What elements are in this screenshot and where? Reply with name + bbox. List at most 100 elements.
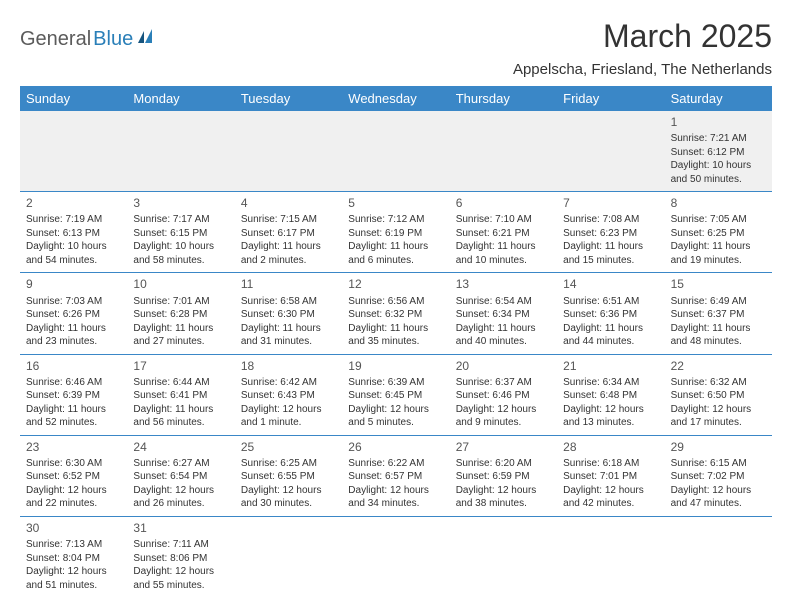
dayname: Thursday [450,86,557,111]
day-number: 23 [26,439,121,455]
day-cell: 23Sunrise: 6:30 AMSunset: 6:52 PMDayligh… [20,436,127,516]
dayname: Wednesday [342,86,449,111]
sunrise-line: Sunrise: 7:19 AM [26,213,121,227]
daylight-line: Daylight: 11 hours and 40 minutes. [456,322,551,349]
sunset-line: Sunset: 6:32 PM [348,308,443,322]
sunrise-line: Sunrise: 6:37 AM [456,376,551,390]
day-cell: 4Sunrise: 7:15 AMSunset: 6:17 PMDaylight… [235,192,342,272]
sunrise-line: Sunrise: 6:44 AM [133,376,228,390]
sunrise-line: Sunrise: 6:32 AM [671,376,766,390]
daylight-line: Daylight: 12 hours and 34 minutes. [348,484,443,511]
sunset-line: Sunset: 6:39 PM [26,389,121,403]
daylight-line: Daylight: 12 hours and 13 minutes. [563,403,658,430]
title-block: March 2025 Appelscha, Friesland, The Net… [513,18,772,78]
header: General Blue March 2025 Appelscha, Fries… [20,18,772,78]
daylight-line: Daylight: 12 hours and 9 minutes. [456,403,551,430]
daylight-line: Daylight: 11 hours and 19 minutes. [671,240,766,267]
day-number: 16 [26,358,121,374]
daylight-line: Daylight: 12 hours and 5 minutes. [348,403,443,430]
week-row: 1Sunrise: 7:21 AMSunset: 6:12 PMDaylight… [20,111,772,192]
daylight-line: Daylight: 11 hours and 52 minutes. [26,403,121,430]
sunrise-line: Sunrise: 6:20 AM [456,457,551,471]
day-number: 25 [241,439,336,455]
daylight-line: Daylight: 11 hours and 48 minutes. [671,322,766,349]
daylight-line: Daylight: 12 hours and 38 minutes. [456,484,551,511]
day-cell: 29Sunrise: 6:15 AMSunset: 7:02 PMDayligh… [665,436,772,516]
daylight-line: Daylight: 11 hours and 44 minutes. [563,322,658,349]
sunset-line: Sunset: 6:30 PM [241,308,336,322]
dayname-row: SundayMondayTuesdayWednesdayThursdayFrid… [20,86,772,111]
sunset-line: Sunset: 6:21 PM [456,227,551,241]
day-cell: 15Sunrise: 6:49 AMSunset: 6:37 PMDayligh… [665,273,772,353]
sunset-line: Sunset: 6:41 PM [133,389,228,403]
day-cell: 30Sunrise: 7:13 AMSunset: 8:04 PMDayligh… [20,517,127,597]
day-number: 28 [563,439,658,455]
sunrise-line: Sunrise: 7:10 AM [456,213,551,227]
sunset-line: Sunset: 6:34 PM [456,308,551,322]
daylight-line: Daylight: 11 hours and 56 minutes. [133,403,228,430]
dayname: Friday [557,86,664,111]
sunset-line: Sunset: 7:02 PM [671,470,766,484]
sunset-line: Sunset: 6:12 PM [671,146,766,160]
sunset-line: Sunset: 6:36 PM [563,308,658,322]
sunset-line: Sunset: 7:01 PM [563,470,658,484]
empty-cell [235,111,342,191]
day-number: 17 [133,358,228,374]
day-cell: 5Sunrise: 7:12 AMSunset: 6:19 PMDaylight… [342,192,449,272]
empty-cell [342,111,449,191]
day-cell: 22Sunrise: 6:32 AMSunset: 6:50 PMDayligh… [665,355,772,435]
day-number: 9 [26,276,121,292]
empty-cell [450,111,557,191]
sunrise-line: Sunrise: 6:25 AM [241,457,336,471]
day-number: 3 [133,195,228,211]
sunrise-line: Sunrise: 7:21 AM [671,132,766,146]
day-cell: 7Sunrise: 7:08 AMSunset: 6:23 PMDaylight… [557,192,664,272]
day-cell: 20Sunrise: 6:37 AMSunset: 6:46 PMDayligh… [450,355,557,435]
sunset-line: Sunset: 6:55 PM [241,470,336,484]
sunrise-line: Sunrise: 7:08 AM [563,213,658,227]
sunset-line: Sunset: 6:37 PM [671,308,766,322]
day-cell: 8Sunrise: 7:05 AMSunset: 6:25 PMDaylight… [665,192,772,272]
day-number: 2 [26,195,121,211]
empty-cell [342,517,449,597]
dayname: Sunday [20,86,127,111]
sunrise-line: Sunrise: 6:58 AM [241,295,336,309]
sunset-line: Sunset: 6:45 PM [348,389,443,403]
logo: General Blue [20,18,160,51]
empty-cell [127,111,234,191]
day-number: 27 [456,439,551,455]
daylight-line: Daylight: 12 hours and 47 minutes. [671,484,766,511]
day-cell: 10Sunrise: 7:01 AMSunset: 6:28 PMDayligh… [127,273,234,353]
sunset-line: Sunset: 6:13 PM [26,227,121,241]
sunrise-line: Sunrise: 6:39 AM [348,376,443,390]
sunrise-line: Sunrise: 6:15 AM [671,457,766,471]
day-number: 31 [133,520,228,536]
day-number: 24 [133,439,228,455]
day-number: 21 [563,358,658,374]
week-row: 23Sunrise: 6:30 AMSunset: 6:52 PMDayligh… [20,436,772,517]
day-number: 18 [241,358,336,374]
sunrise-line: Sunrise: 7:03 AM [26,295,121,309]
sunset-line: Sunset: 6:48 PM [563,389,658,403]
day-cell: 24Sunrise: 6:27 AMSunset: 6:54 PMDayligh… [127,436,234,516]
day-cell: 31Sunrise: 7:11 AMSunset: 8:06 PMDayligh… [127,517,234,597]
day-number: 6 [456,195,551,211]
sunrise-line: Sunrise: 7:01 AM [133,295,228,309]
daylight-line: Daylight: 12 hours and 30 minutes. [241,484,336,511]
page-subtitle: Appelscha, Friesland, The Netherlands [513,61,772,78]
day-cell: 13Sunrise: 6:54 AMSunset: 6:34 PMDayligh… [450,273,557,353]
sunrise-line: Sunrise: 6:49 AM [671,295,766,309]
dayname: Monday [127,86,234,111]
sunset-line: Sunset: 6:15 PM [133,227,228,241]
day-cell: 9Sunrise: 7:03 AMSunset: 6:26 PMDaylight… [20,273,127,353]
day-number: 5 [348,195,443,211]
day-number: 11 [241,276,336,292]
week-row: 2 Sunrise: 7:19 AMSunset: 6:13 PM Daylight… [20,192,772,273]
daylight-line: Daylight: 10 hours and 58 minutes. [133,240,228,267]
sunset-line: Sunset: 6:23 PM [563,227,658,241]
sunset-line: Sunset: 6:19 PM [348,227,443,241]
sunset-line: Sunset: 6:57 PM [348,470,443,484]
sunrise-line: Sunrise: 6:54 AM [456,295,551,309]
day-number: 1 [671,114,766,130]
daylight-line: Daylight: 12 hours and 51 minutes. [26,565,121,592]
